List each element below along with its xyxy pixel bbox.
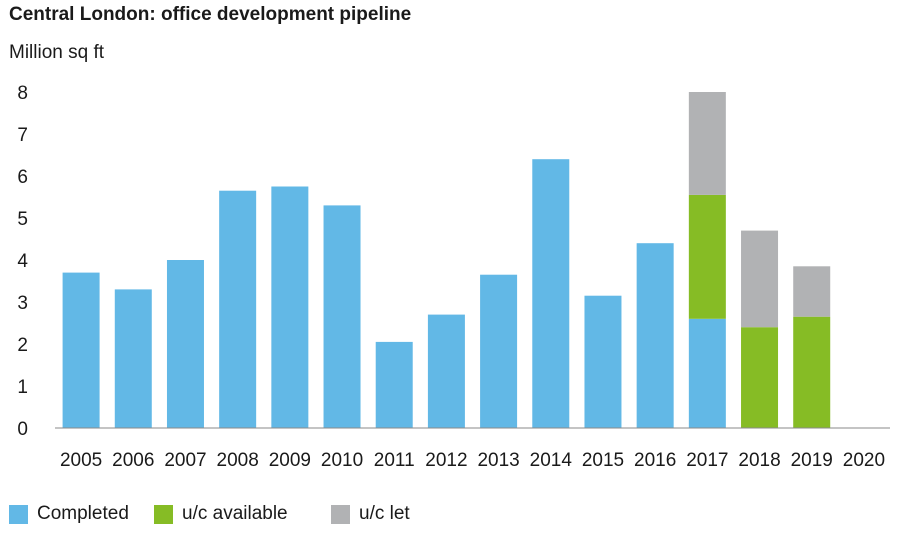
- x-tick-label: 2017: [686, 450, 728, 471]
- y-tick-label: 7: [17, 125, 28, 146]
- x-tick-label: 2019: [791, 450, 833, 471]
- bar-segment: [793, 316, 831, 428]
- legend-swatch-completed: [9, 504, 28, 524]
- bar-segment: [584, 295, 622, 428]
- legend-swatch-uc-available: [154, 504, 173, 524]
- bar-segment: [219, 190, 257, 428]
- bar-segment: [688, 194, 726, 319]
- x-tick-label: 2016: [634, 450, 676, 471]
- bar-segment: [166, 260, 204, 428]
- x-tick-label: 2018: [738, 450, 780, 471]
- y-tick-label: 0: [17, 419, 28, 440]
- x-tick-label: 2006: [112, 450, 154, 471]
- bar-segment: [271, 186, 309, 428]
- bar-segment: [427, 314, 465, 428]
- legend-item-uc-available: u/c available: [154, 503, 288, 525]
- y-tick-label: 1: [17, 377, 28, 398]
- legend-label-uc-let: u/c let: [359, 503, 410, 524]
- y-tick-label: 5: [17, 209, 28, 230]
- bar-segment: [480, 274, 518, 428]
- legend-item-completed: Completed: [9, 503, 129, 525]
- bar-segment: [532, 159, 570, 428]
- bar-segment: [688, 92, 726, 195]
- bar-segment: [62, 272, 100, 428]
- y-axis-label: Million sq ft: [9, 42, 105, 63]
- y-tick-label: 4: [17, 251, 28, 272]
- legend-label-uc-available: u/c available: [182, 503, 288, 524]
- bar-segment: [114, 289, 152, 428]
- bar-segment: [375, 341, 413, 428]
- legend-label-completed: Completed: [37, 503, 129, 524]
- x-tick-label: 2013: [477, 450, 519, 471]
- x-tick-label: 2007: [164, 450, 206, 471]
- x-tick-label: 2012: [425, 450, 467, 471]
- x-tick-label: 2008: [217, 450, 259, 471]
- x-tick-label: 2014: [530, 450, 573, 471]
- bar-segment: [741, 327, 779, 428]
- y-tick-label: 3: [17, 293, 28, 314]
- x-tick-label: 2009: [269, 450, 311, 471]
- bar-segment: [636, 243, 674, 428]
- chart-title: Central London: office development pipel…: [9, 4, 412, 25]
- x-tick-label: 2020: [843, 450, 885, 471]
- x-tick-label: 2005: [60, 450, 102, 471]
- bar-segment: [741, 230, 779, 328]
- bar-segment: [793, 266, 831, 317]
- legend-item-uc-let: u/c let: [331, 503, 410, 525]
- legend-swatch-uc-let: [331, 504, 350, 524]
- y-tick-label: 2: [17, 335, 28, 356]
- bar-segment: [323, 205, 361, 428]
- x-tick-label: 2011: [374, 450, 415, 471]
- x-tick-label: 2015: [582, 450, 624, 471]
- y-tick-label: 6: [17, 167, 28, 188]
- x-tick-label: 2010: [321, 450, 363, 471]
- y-tick-label: 8: [17, 83, 28, 104]
- bar-segment: [688, 318, 726, 428]
